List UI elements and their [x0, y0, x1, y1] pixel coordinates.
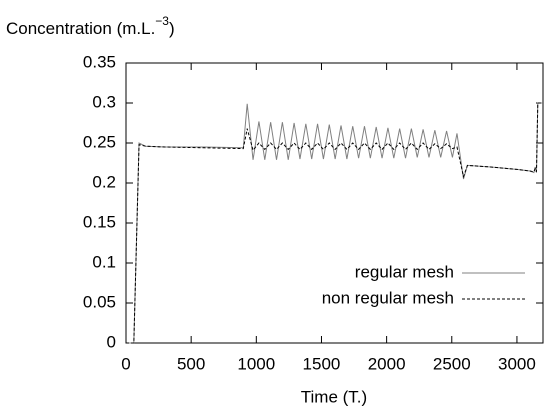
data-line [126, 102, 543, 344]
y-tick-label: 0.2 [92, 172, 116, 191]
x-tick-label: 2000 [368, 354, 406, 373]
legend-label: non regular mesh [322, 288, 454, 307]
y-label-superscript: −3 [155, 14, 169, 28]
x-tick-label: 2500 [433, 354, 471, 373]
y-label-suffix: ) [169, 19, 175, 38]
y-tick-label: 0.1 [92, 252, 116, 271]
x-axis-label: Time (T.) [301, 387, 367, 406]
data-line [126, 102, 543, 344]
x-tick-label: 1000 [237, 354, 275, 373]
y-tick-label: 0.3 [92, 92, 116, 111]
plot-frame [125, 62, 544, 344]
y-tick-label: 0.15 [83, 212, 116, 231]
x-tick-label: 3000 [498, 354, 536, 373]
legend-label: regular mesh [355, 262, 454, 281]
x-tick-label: 1500 [303, 354, 341, 373]
x-tick-label: 500 [177, 354, 205, 373]
x-tick-label: 0 [121, 354, 130, 373]
y-axis-label: Concentration (m.L.−3) [6, 14, 175, 38]
y-tick-label: 0.25 [83, 132, 116, 151]
y-tick-label: 0 [107, 332, 116, 351]
y-tick-label: 0.05 [83, 292, 116, 311]
y-tick-label: 0.35 [83, 52, 116, 71]
y-label-text: Concentration (m.L. [6, 19, 155, 38]
